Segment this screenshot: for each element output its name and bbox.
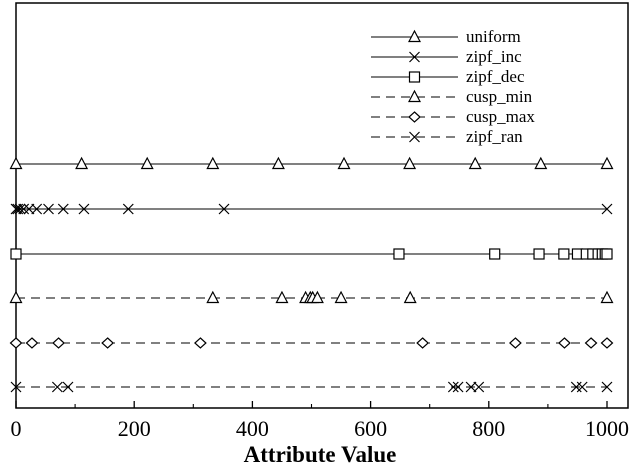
legend-entry: uniform — [371, 27, 521, 46]
legend-label: cusp_max — [466, 107, 535, 126]
data-point — [558, 248, 570, 260]
data-point — [122, 203, 134, 215]
data-point — [10, 203, 22, 215]
data-point — [10, 248, 22, 260]
series-zipf-inc — [10, 203, 613, 215]
data-point — [9, 337, 23, 349]
series-zipf-dec — [10, 248, 613, 260]
data-point — [452, 381, 464, 393]
data-point — [194, 337, 207, 349]
x-tick-label: 600 — [354, 416, 387, 441]
legend-marker — [409, 131, 420, 143]
data-point — [43, 203, 54, 215]
data-point — [62, 381, 74, 393]
data-point — [533, 248, 545, 260]
data-point — [600, 156, 614, 170]
data-point — [31, 203, 43, 215]
data-point — [465, 381, 477, 393]
series-layer — [9, 156, 614, 393]
data-point — [403, 290, 417, 304]
data-point — [337, 156, 351, 170]
data-point — [601, 381, 613, 393]
data-point — [601, 248, 613, 260]
series-uniform — [9, 156, 614, 170]
x-tick-label: 200 — [118, 416, 151, 441]
data-point — [584, 337, 598, 349]
x-tick-label: 400 — [236, 416, 269, 441]
series-cusp-min — [9, 290, 614, 304]
data-point — [416, 337, 429, 349]
legend-marker — [408, 111, 421, 123]
data-point — [468, 156, 482, 170]
data-point — [75, 156, 89, 170]
legend-entry: zipf_ran — [371, 127, 523, 146]
data-point — [78, 203, 90, 215]
data-point — [206, 290, 220, 304]
data-point — [489, 248, 501, 260]
legend: uniformzipf_inczipf_deccusp_mincusp_maxz… — [371, 27, 535, 146]
data-point — [57, 203, 69, 215]
data-point — [271, 156, 285, 170]
legend-marker — [408, 29, 421, 43]
legend-entry: zipf_dec — [371, 67, 525, 86]
data-point — [558, 337, 571, 349]
series-cusp-max — [9, 337, 614, 349]
x-axis-title: Attribute Value — [244, 442, 397, 467]
x-axis: 0 200 400 600 800 1000 — [11, 401, 629, 441]
legend-label: zipf_dec — [466, 67, 525, 86]
data-point — [52, 337, 65, 349]
data-point — [600, 290, 614, 304]
legend-label: uniform — [466, 27, 521, 46]
data-point — [393, 248, 405, 260]
legend-entry: zipf_inc — [371, 47, 522, 66]
data-point — [600, 337, 614, 349]
series-zipf-ran — [10, 381, 613, 393]
data-point — [140, 156, 154, 170]
data-point — [334, 290, 348, 304]
data-point — [534, 156, 548, 170]
data-point — [403, 156, 417, 170]
data-point — [576, 381, 588, 393]
x-tick-label: 800 — [472, 416, 505, 441]
legend-label: cusp_min — [466, 87, 533, 106]
data-point — [509, 337, 522, 349]
data-point — [447, 381, 459, 393]
data-point — [14, 203, 26, 215]
data-point — [9, 290, 23, 304]
legend-marker — [408, 71, 421, 83]
x-tick-label: 1000 — [585, 416, 629, 441]
data-point — [101, 337, 114, 349]
data-point — [473, 381, 485, 393]
legend-label: zipf_ran — [466, 127, 523, 146]
legend-entry: cusp_min — [371, 87, 533, 106]
data-point — [23, 203, 35, 215]
legend-label: zipf_inc — [466, 47, 522, 66]
data-point — [51, 381, 63, 393]
data-point — [275, 290, 289, 304]
data-point — [25, 337, 39, 349]
data-point — [18, 203, 30, 215]
legend-marker — [409, 51, 420, 63]
data-point — [206, 156, 220, 170]
data-point — [601, 203, 613, 215]
data-point — [9, 156, 23, 170]
data-point — [218, 203, 230, 215]
x-tick-label: 0 — [11, 416, 22, 441]
legend-marker — [408, 89, 421, 103]
data-point — [10, 381, 22, 393]
data-point — [310, 290, 324, 304]
legend-entry: cusp_max — [371, 107, 535, 126]
